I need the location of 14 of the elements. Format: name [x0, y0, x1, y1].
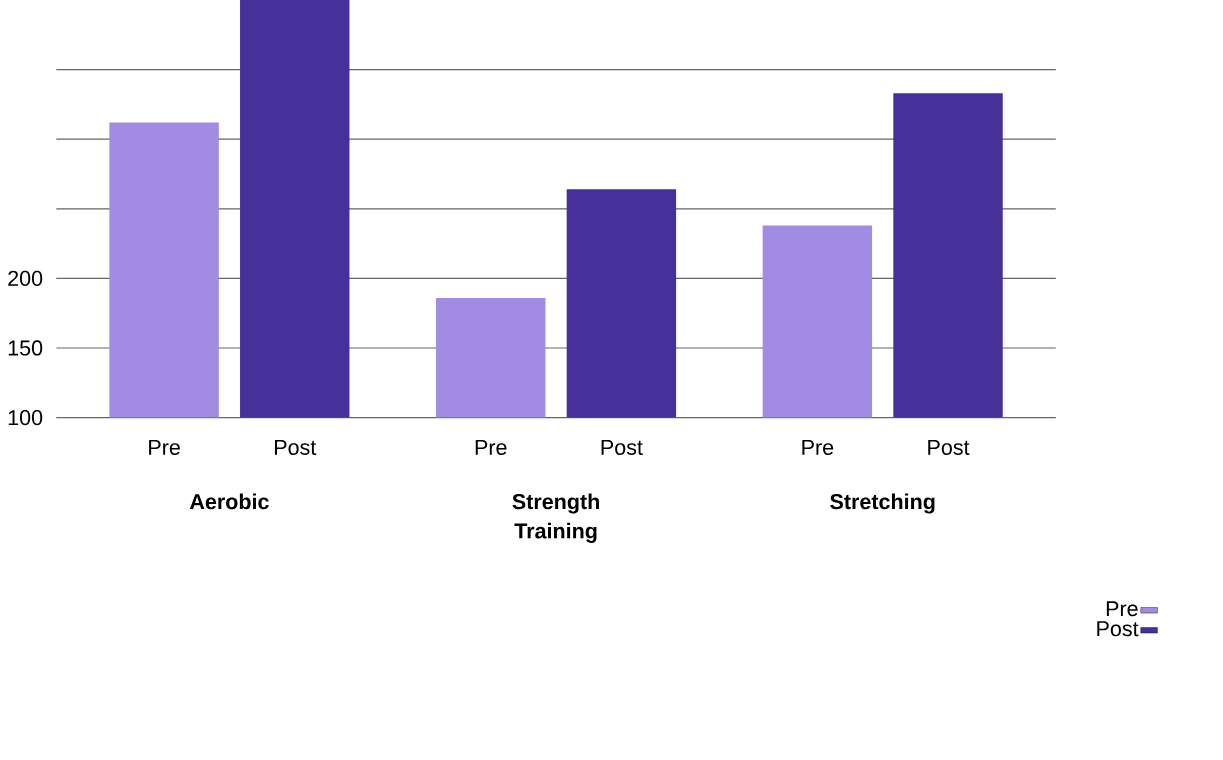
y-tick-label: 200 — [8, 270, 43, 286]
text: Post — [601, 439, 643, 455]
legend-label: Pre — [1106, 601, 1138, 617]
text: Pre — [475, 439, 507, 455]
text: Pre — [149, 439, 180, 455]
text: Post — [928, 439, 970, 455]
legend-label: Post — [1097, 621, 1139, 637]
y-tick-label: 100 — [8, 409, 43, 426]
x-tick-label: Stretching — [830, 493, 935, 514]
x-tick-label: Aerobic — [189, 493, 269, 510]
text: Pre — [802, 439, 834, 455]
y-tick-label: 150 — [8, 340, 43, 356]
x-tick-label: Strength Training — [512, 493, 599, 543]
text: Post — [274, 439, 317, 455]
